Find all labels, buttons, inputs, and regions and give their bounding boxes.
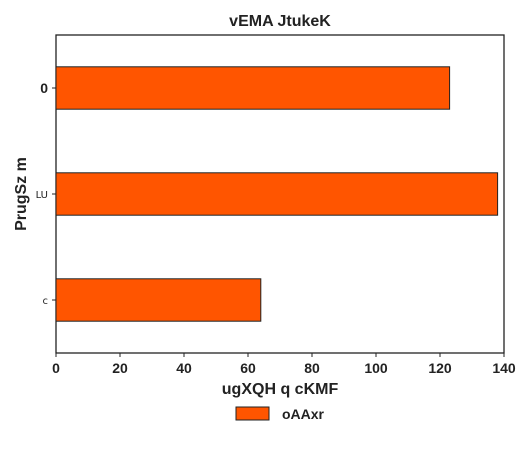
- legend-swatch: [236, 407, 269, 420]
- legend: oAAxr: [236, 406, 325, 422]
- y-tick-label: 0: [40, 80, 48, 96]
- bar-0: [56, 67, 450, 109]
- x-tick-label: 140: [492, 360, 516, 376]
- y-axis-label: PrugSz m: [13, 157, 30, 231]
- x-tick-label: 80: [304, 360, 320, 376]
- x-axis-label: ugXQH q cKMF: [222, 381, 339, 398]
- bars-group: [56, 67, 498, 321]
- bar-c: [56, 279, 261, 321]
- x-tick-label: 40: [176, 360, 192, 376]
- chart-title: vEMA JtukeK: [229, 13, 331, 30]
- x-tick-label: 0: [52, 360, 60, 376]
- y-tick-label: c: [43, 296, 49, 307]
- x-tick-label: 60: [240, 360, 256, 376]
- y-tick-label: LU: [36, 190, 48, 201]
- x-tick-label: 20: [112, 360, 128, 376]
- x-tick-label: 100: [364, 360, 388, 376]
- y-tick-labels: 0 LU c: [36, 80, 56, 307]
- bar-LU: [56, 173, 498, 215]
- x-tick-labels: 0 20 40 60 80 100 120 140: [52, 353, 516, 376]
- x-tick-label: 120: [428, 360, 452, 376]
- legend-label: oAAxr: [282, 406, 325, 422]
